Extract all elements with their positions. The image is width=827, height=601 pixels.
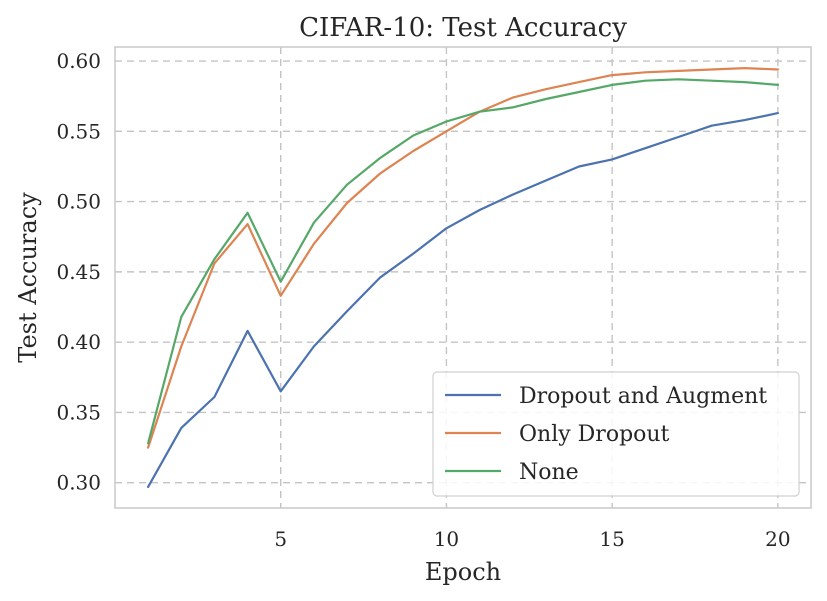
y-tick-label: 0.40 [56,330,101,354]
series-lines [147,66,780,488]
series-line-1 [147,111,780,488]
tick-labels: 5 10 15 20 0.30 0.35 0.40 0.45 0.50 0.55 0.60 [56,49,790,551]
plot-frame [114,46,812,509]
y-tick-label: 0.55 [56,119,101,143]
legend-label-1: Dropout and Augment [519,384,767,409]
x-tick-label: 15 [599,527,624,551]
chart-title: CIFAR-10: Test Accuracy [299,13,627,43]
series-line-2 [147,66,780,449]
y-axis-label: Test Accuracy [14,192,42,363]
y-tick-label: 0.60 [56,49,101,73]
y-tick-label: 0.50 [56,190,101,214]
x-tick-label: 5 [274,527,287,551]
y-tick-label: 0.30 [56,471,101,495]
x-axis-label: Epoch [425,558,501,586]
x-tick-label: 10 [434,527,459,551]
legend-label-3: None [519,460,579,485]
x-tick-label: 20 [765,527,790,551]
y-tick-label: 0.35 [56,400,101,424]
legend: Dropout and Augment Only Dropout None [432,371,800,497]
series-line-3 [147,78,780,445]
legend-label-2: Only Dropout [519,422,670,447]
legend-box [432,371,800,497]
y-tick-label: 0.45 [56,260,101,284]
